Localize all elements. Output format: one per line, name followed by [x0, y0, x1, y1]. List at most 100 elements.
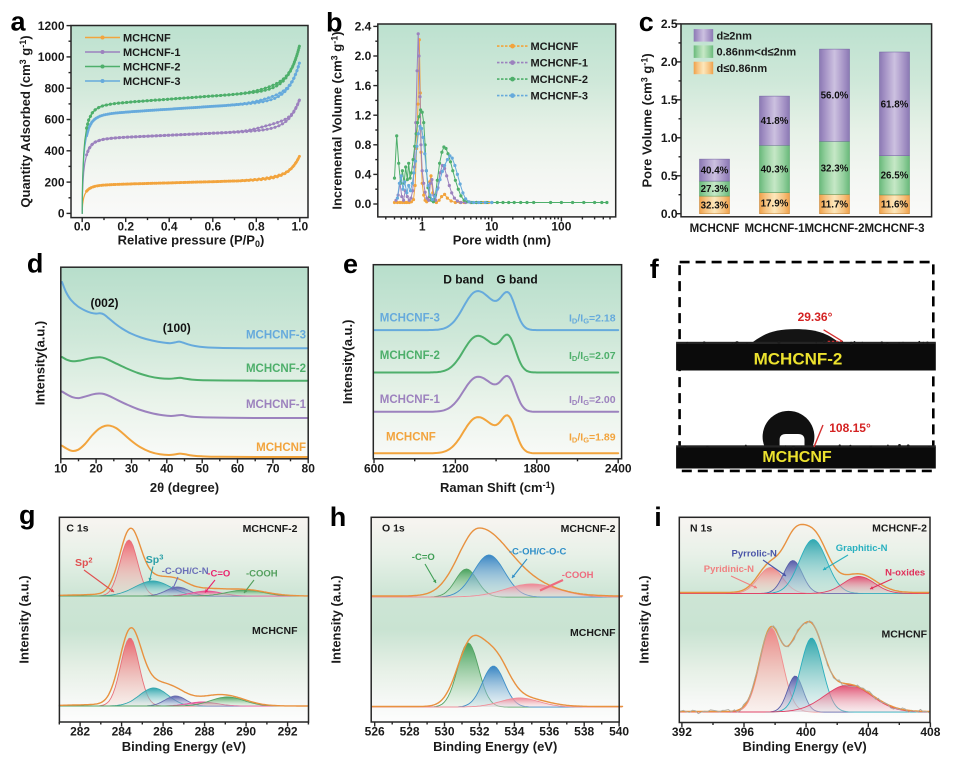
svg-text:0.8: 0.8 — [355, 138, 372, 152]
svg-text:MCHCNF-2: MCHCNF-2 — [380, 350, 440, 362]
svg-text:0.0: 0.0 — [661, 207, 678, 221]
svg-text:MCHCNF-2: MCHCNF-2 — [246, 363, 306, 375]
svg-text:MCHCNF-1: MCHCNF-1 — [246, 399, 307, 411]
svg-text:40: 40 — [160, 461, 174, 475]
svg-text:a: a — [11, 7, 27, 37]
svg-text:Relative pressure (P/P0): Relative pressure (P/P0) — [118, 233, 265, 250]
svg-text:MCHCNF: MCHCNF — [882, 629, 928, 641]
svg-text:N-oxides: N-oxides — [885, 568, 925, 579]
svg-text:Intensity (a.u.): Intensity (a.u.) — [637, 575, 652, 663]
svg-text:D band: D band — [443, 273, 484, 287]
svg-text:ID/IG=2.00: ID/IG=2.00 — [569, 394, 616, 407]
svg-text:G band: G band — [496, 273, 537, 287]
svg-text:61.8%: 61.8% — [881, 99, 909, 110]
svg-text:MCHCNF-2: MCHCNF-2 — [754, 349, 843, 368]
svg-text:10: 10 — [54, 461, 68, 475]
svg-text:(002): (002) — [90, 296, 118, 310]
svg-text:0.2: 0.2 — [117, 220, 134, 234]
svg-text:-COOH: -COOH — [246, 569, 278, 580]
svg-text:MCHCNF: MCHCNF — [252, 625, 298, 637]
svg-text:MCHCNF: MCHCNF — [570, 627, 616, 639]
svg-text:f: f — [650, 254, 660, 284]
svg-text:600: 600 — [44, 113, 64, 127]
svg-text:80: 80 — [302, 461, 316, 475]
svg-text:MCHCNF-1: MCHCNF-1 — [744, 223, 805, 235]
svg-text:Binding Energy (eV): Binding Energy (eV) — [122, 739, 246, 754]
svg-text:284: 284 — [112, 725, 132, 739]
svg-text:0.4: 0.4 — [355, 168, 372, 182]
svg-text:1: 1 — [419, 219, 426, 233]
svg-text:408: 408 — [920, 725, 940, 739]
svg-text:g: g — [19, 500, 36, 530]
svg-text:Pore Volume (cm3 g-1): Pore Volume (cm3 g-1) — [640, 53, 655, 187]
svg-text:ID/IG=2.18: ID/IG=2.18 — [569, 313, 616, 326]
svg-text:1000: 1000 — [38, 50, 65, 64]
svg-text:MCHCNF: MCHCNF — [386, 432, 436, 444]
svg-text:MCHCNF-3: MCHCNF-3 — [864, 223, 924, 235]
svg-text:50: 50 — [196, 461, 210, 475]
svg-text:Quantity Adsorbed (cm3 g-1): Quantity Adsorbed (cm3 g-1) — [18, 35, 33, 207]
svg-text:29.36°: 29.36° — [798, 310, 833, 324]
svg-text:32.3%: 32.3% — [821, 163, 849, 174]
svg-text:Graphitic-N: Graphitic-N — [836, 543, 888, 554]
svg-text:0.4: 0.4 — [161, 220, 178, 234]
svg-text:530: 530 — [434, 725, 454, 739]
svg-text:d: d — [27, 249, 44, 279]
svg-text:-C-OH/C-O-C: -C-OH/C-O-C — [509, 547, 567, 558]
svg-text:-COOH: -COOH — [562, 570, 594, 581]
svg-text:Sp3: Sp3 — [146, 553, 164, 567]
svg-text:c: c — [639, 7, 654, 37]
svg-text:Sp2: Sp2 — [75, 556, 93, 570]
svg-text:0.86nm<d≤2nm: 0.86nm<d≤2nm — [717, 47, 797, 59]
svg-text:C 1s: C 1s — [66, 523, 88, 535]
svg-text:Intensity(a.u.): Intensity(a.u.) — [340, 320, 355, 405]
svg-text:538: 538 — [574, 725, 594, 739]
svg-text:MCHCNF: MCHCNF — [123, 33, 171, 45]
svg-text:32.3%: 32.3% — [701, 200, 729, 211]
svg-text:282: 282 — [70, 725, 90, 739]
svg-text:1.0: 1.0 — [661, 131, 678, 145]
svg-text:e: e — [343, 249, 358, 279]
svg-text:-C-OH/C-N: -C-OH/C-N — [162, 566, 209, 577]
svg-text:Pore width (nm): Pore width (nm) — [453, 233, 551, 248]
svg-text:20: 20 — [89, 461, 103, 475]
svg-text:290: 290 — [236, 725, 256, 739]
svg-text:-C=O: -C=O — [412, 552, 435, 563]
svg-text:2.0: 2.0 — [661, 55, 678, 69]
svg-text:11.6%: 11.6% — [881, 200, 909, 211]
svg-text:2.4: 2.4 — [355, 20, 372, 34]
svg-text:108.15°: 108.15° — [829, 421, 871, 435]
svg-text:41.8%: 41.8% — [761, 116, 789, 127]
svg-text:MCHCNF-1: MCHCNF-1 — [123, 47, 180, 59]
svg-text:Binding Energy (eV): Binding Energy (eV) — [742, 739, 866, 754]
svg-text:536: 536 — [539, 725, 559, 739]
svg-text:MCHCNF-1: MCHCNF-1 — [380, 394, 441, 406]
svg-text:1.2: 1.2 — [355, 108, 372, 122]
svg-text:100: 100 — [551, 219, 571, 233]
svg-text:392: 392 — [672, 725, 692, 739]
svg-text:396: 396 — [734, 725, 754, 739]
svg-text:1.5: 1.5 — [661, 93, 678, 107]
svg-text:528: 528 — [400, 725, 420, 739]
svg-text:286: 286 — [153, 725, 173, 739]
svg-text:534: 534 — [504, 725, 524, 739]
svg-text:1800: 1800 — [523, 461, 550, 475]
svg-text:1.0: 1.0 — [291, 220, 308, 234]
svg-text:2.0: 2.0 — [355, 49, 372, 63]
svg-text:30: 30 — [125, 461, 139, 475]
svg-text:MCHCNF-2: MCHCNF-2 — [531, 74, 588, 86]
svg-text:Raman Shift (cm-1): Raman Shift (cm-1) — [440, 480, 555, 495]
svg-text:MCHCNF-3: MCHCNF-3 — [123, 76, 180, 88]
svg-text:MCHCNF-2: MCHCNF-2 — [243, 523, 298, 535]
svg-text:1200: 1200 — [38, 19, 65, 33]
svg-text:i: i — [654, 502, 662, 532]
svg-text:532: 532 — [469, 725, 489, 739]
svg-text:MCHCNF: MCHCNF — [256, 442, 306, 454]
svg-text:0.0: 0.0 — [74, 220, 91, 234]
svg-text:O 1s: O 1s — [382, 523, 405, 535]
svg-text:ID/IG=2.07: ID/IG=2.07 — [569, 350, 616, 363]
svg-text:Intensity (a.u.): Intensity (a.u.) — [17, 575, 32, 663]
svg-text:288: 288 — [195, 725, 215, 739]
svg-text:404: 404 — [858, 725, 878, 739]
svg-text:1.6: 1.6 — [355, 79, 372, 93]
